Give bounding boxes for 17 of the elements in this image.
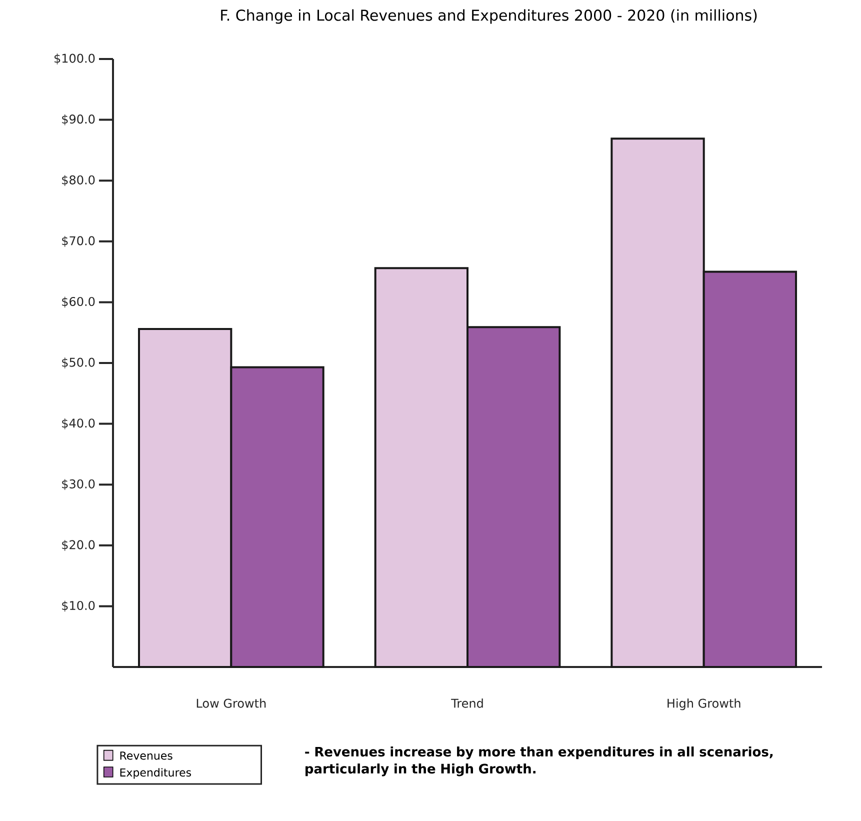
y-tick-label: $70.0 xyxy=(62,236,95,247)
x-tick-label: Trend xyxy=(451,698,483,708)
y-tick-label: $90.0 xyxy=(62,114,95,126)
y-tick-label: $80.0 xyxy=(62,175,95,186)
legend-label: Expenditures xyxy=(120,768,192,779)
x-tick-label: Low Growth xyxy=(196,698,266,708)
y-tick-label: $100.0 xyxy=(54,54,95,64)
y-tick-label: $40.0 xyxy=(62,418,95,430)
y-tick-label: $30.0 xyxy=(62,479,95,490)
legend-label: Revenues xyxy=(120,752,172,760)
chart-title: F. Change in Local Revenues and Expenditures 2000 - 2020 (in millions) xyxy=(221,9,757,24)
text: - Revenues increase by more than expenditures in all scenarios, particularly in the High Growth. xyxy=(305,746,773,776)
x-tick-label: High Growth xyxy=(668,698,740,710)
y-tick-label: $50.0 xyxy=(62,358,95,368)
y-tick-label: $20.0 xyxy=(62,540,95,551)
y-tick-label: $60.0 xyxy=(62,296,95,308)
y-tick-label: $10.0 xyxy=(62,600,95,612)
